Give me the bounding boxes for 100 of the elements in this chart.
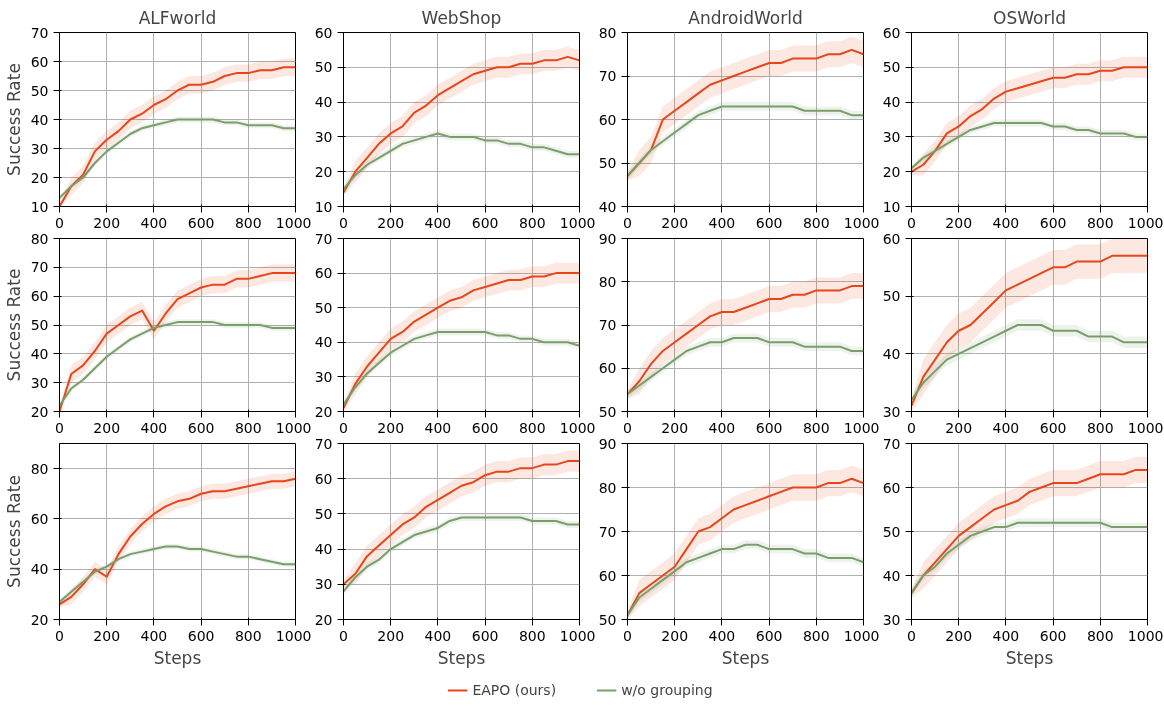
x-tick-label: 800 xyxy=(518,214,546,231)
y-tick-label: 40 xyxy=(314,94,333,111)
x-tick-label: 800 xyxy=(802,419,830,436)
x-tick-label: 200 xyxy=(377,627,405,644)
x-tick-label: 200 xyxy=(93,627,121,644)
y-tick-label: 40 xyxy=(30,111,49,128)
y-axis-title: Success Rate xyxy=(3,63,24,176)
x-tick-label: 600 xyxy=(755,627,783,644)
y-tick-label: 70 xyxy=(314,435,333,452)
x-tick-label: 800 xyxy=(518,419,546,436)
x-tick-label: 400 xyxy=(992,214,1020,231)
x-tick-label: 200 xyxy=(377,419,405,436)
x-tick-label: 0 xyxy=(907,419,916,436)
y-tick-label: 80 xyxy=(598,479,617,496)
x-tick-label: 0 xyxy=(55,214,64,231)
x-tick-label: 400 xyxy=(708,214,736,231)
y-tick-label: 50 xyxy=(882,523,901,540)
x-tick-label: 1000 xyxy=(559,627,596,644)
x-tick-label: 200 xyxy=(93,419,121,436)
x-tick-label: 400 xyxy=(140,214,168,231)
y-tick-label: 80 xyxy=(598,24,617,41)
y-tick-label: 40 xyxy=(882,94,901,111)
y-tick-label: 80 xyxy=(598,273,617,290)
x-tick-label: 800 xyxy=(1086,419,1114,436)
x-axis-title: Steps xyxy=(721,647,770,668)
y-tick-label: 30 xyxy=(314,368,333,385)
x-tick-label: 600 xyxy=(187,214,215,231)
x-tick-label: 1000 xyxy=(843,214,880,231)
y-tick-label: 70 xyxy=(598,317,617,333)
y-tick-label: 30 xyxy=(30,374,49,391)
y-tick-label: 40 xyxy=(882,345,901,362)
legend-label: w/o grouping xyxy=(621,682,713,698)
x-tick-label: 0 xyxy=(907,627,916,644)
y-axis-title: Success Rate xyxy=(3,268,24,382)
x-tick-label: 0 xyxy=(623,627,632,644)
chart-title: ALFworld xyxy=(138,7,217,28)
x-tick-label: 600 xyxy=(471,214,499,231)
y-tick-label: 20 xyxy=(314,163,333,180)
x-tick-label: 800 xyxy=(234,627,262,644)
y-tick-label: 20 xyxy=(30,169,49,186)
y-tick-label: 10 xyxy=(882,198,901,215)
y-tick-label: 90 xyxy=(598,230,617,247)
x-tick-label: 1000 xyxy=(275,214,312,231)
x-tick-label: 1000 xyxy=(275,419,312,436)
x-tick-label: 1000 xyxy=(1127,419,1164,436)
x-tick-label: 400 xyxy=(140,627,168,644)
y-tick-label: 60 xyxy=(314,470,333,487)
x-tick-label: 0 xyxy=(55,627,64,644)
y-tick-label: 60 xyxy=(30,53,49,70)
chart-title: OSWorld xyxy=(993,7,1066,28)
y-tick-label: 50 xyxy=(30,317,49,333)
y-tick-label: 80 xyxy=(30,460,49,477)
x-tick-label: 400 xyxy=(140,419,168,436)
y-tick-label: 10 xyxy=(314,198,333,215)
y-tick-label: 60 xyxy=(882,479,901,496)
x-tick-label: 200 xyxy=(945,214,973,231)
y-tick-label: 30 xyxy=(882,403,901,420)
y-tick-label: 60 xyxy=(598,111,617,128)
x-tick-label: 600 xyxy=(1039,627,1067,644)
x-tick-label: 400 xyxy=(424,627,452,644)
y-tick-label: 20 xyxy=(314,611,333,628)
y-tick-label: 50 xyxy=(882,59,901,76)
x-axis-title: Steps xyxy=(153,647,202,668)
y-tick-label: 50 xyxy=(314,299,333,316)
y-tick-label: 40 xyxy=(882,567,901,584)
x-tick-label: 200 xyxy=(945,419,973,436)
x-tick-label: 200 xyxy=(377,214,405,231)
y-tick-label: 50 xyxy=(598,155,617,171)
x-tick-label: 400 xyxy=(708,419,736,436)
x-tick-label: 400 xyxy=(424,214,452,231)
x-tick-label: 800 xyxy=(1086,214,1114,231)
y-tick-label: 20 xyxy=(882,163,901,180)
x-tick-label: 600 xyxy=(187,419,215,436)
y-tick-label: 70 xyxy=(30,259,49,276)
x-tick-label: 0 xyxy=(339,214,348,231)
y-tick-label: 50 xyxy=(314,59,333,76)
x-tick-label: 600 xyxy=(755,214,783,231)
x-tick-label: 200 xyxy=(661,627,689,644)
x-tick-label: 400 xyxy=(992,419,1020,436)
x-tick-label: 800 xyxy=(234,419,262,436)
y-tick-label: 60 xyxy=(314,24,333,41)
y-tick-label: 30 xyxy=(882,611,901,628)
y-tick-label: 40 xyxy=(314,334,333,351)
y-tick-label: 70 xyxy=(314,230,333,247)
x-tick-label: 200 xyxy=(93,214,121,231)
y-axis-title: Success Rate xyxy=(3,475,24,588)
x-tick-label: 600 xyxy=(471,627,499,644)
y-tick-label: 50 xyxy=(314,505,333,522)
chart-title: WebShop xyxy=(421,7,502,28)
chart-title: AndroidWorld xyxy=(688,7,803,28)
x-axis-title: Steps xyxy=(1005,647,1054,668)
x-tick-label: 1000 xyxy=(1127,627,1164,644)
x-tick-label: 400 xyxy=(424,419,452,436)
y-tick-label: 20 xyxy=(30,611,49,628)
x-tick-label: 1000 xyxy=(843,627,880,644)
x-tick-label: 1000 xyxy=(1127,214,1164,231)
legend-label: EAPO (ours) xyxy=(472,682,557,698)
y-tick-label: 70 xyxy=(30,24,49,41)
x-tick-label: 800 xyxy=(802,214,830,231)
x-tick-label: 0 xyxy=(623,214,632,231)
